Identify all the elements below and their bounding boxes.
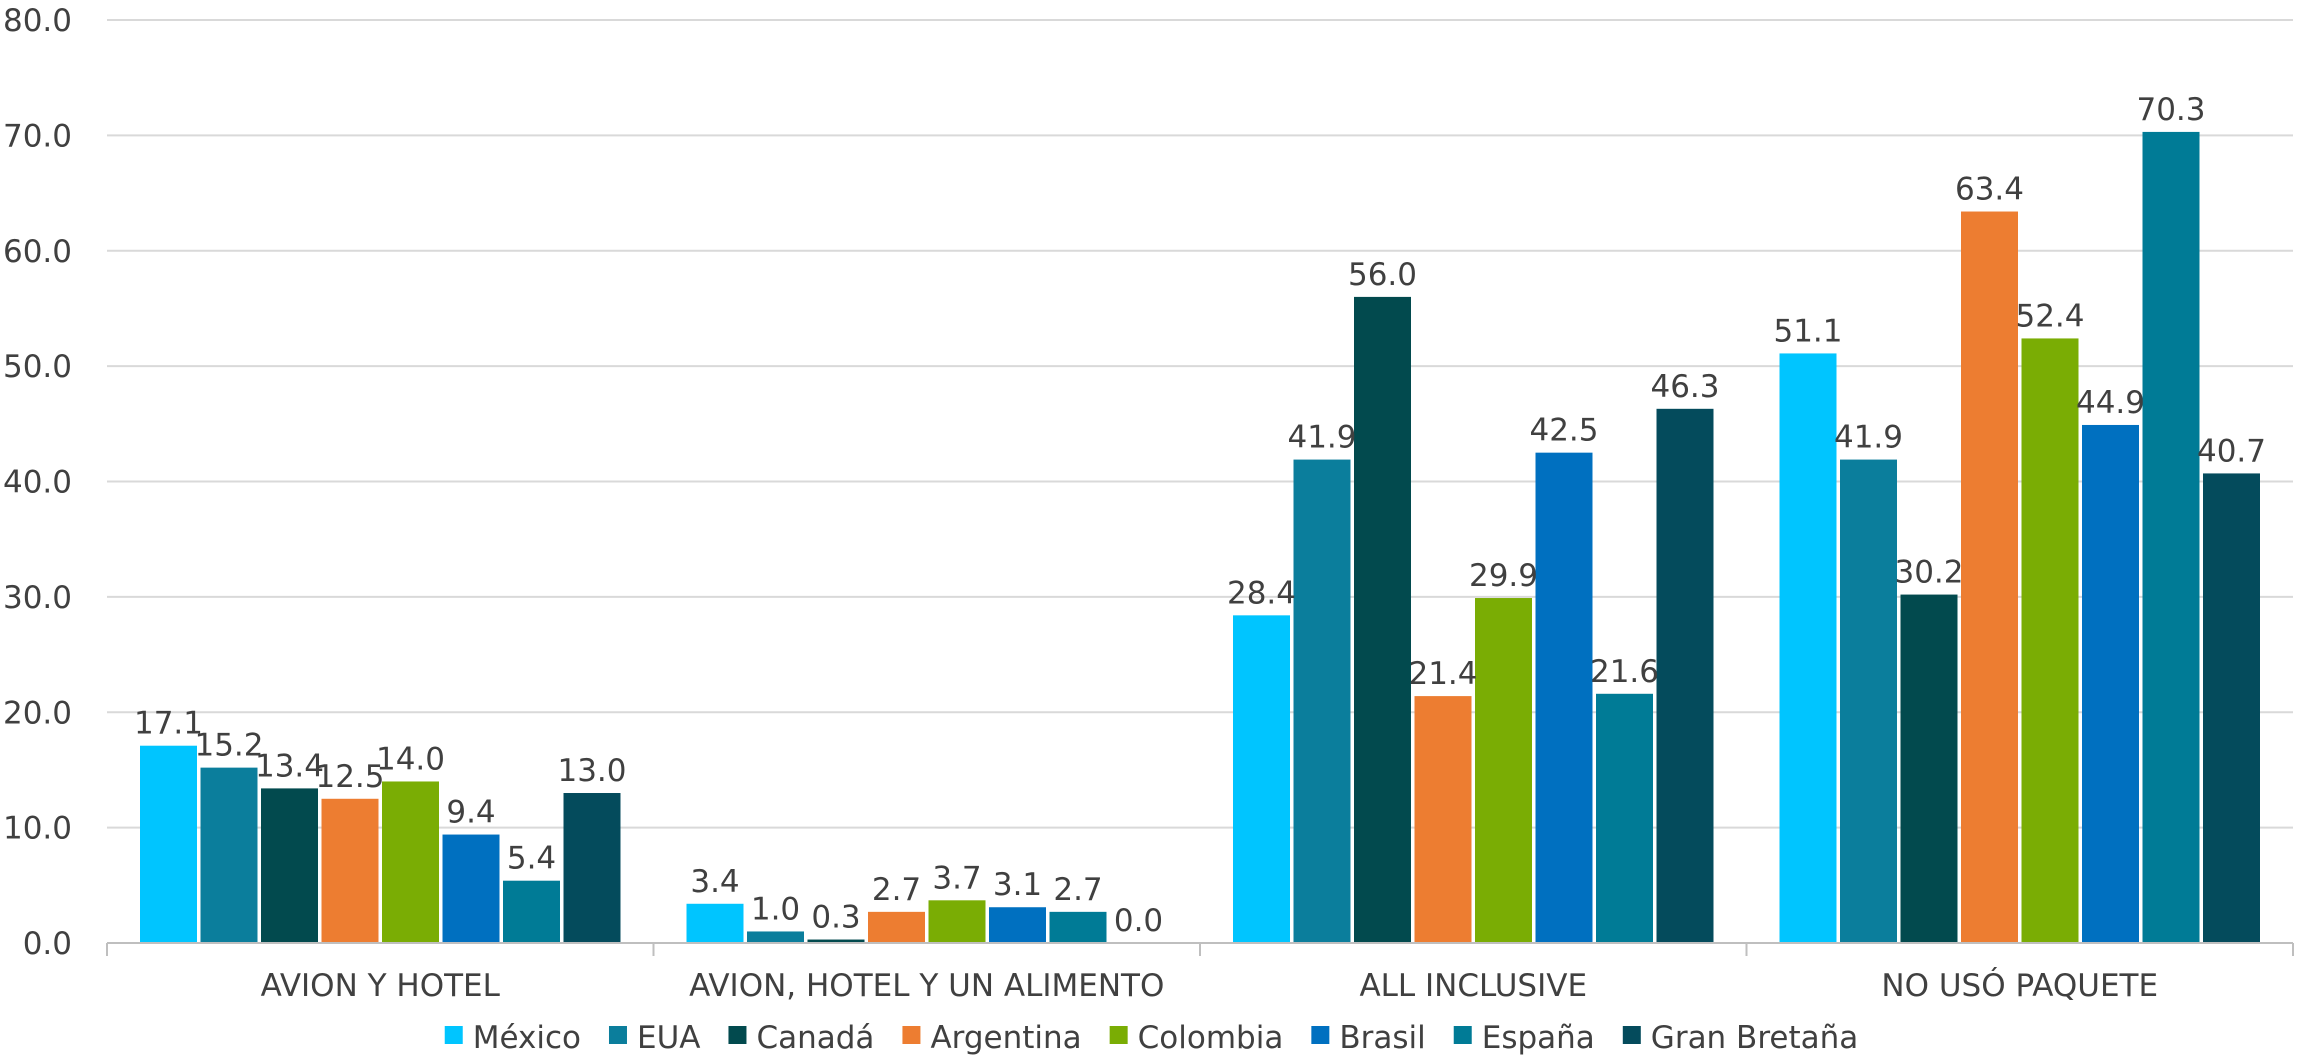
bar bbox=[1293, 459, 1351, 943]
bar bbox=[1900, 594, 1958, 943]
bar bbox=[686, 903, 744, 943]
y-axis: 0.0 10.0 20.0 30.0 40.0 50.0 60.0 70.0 80.0 bbox=[3, 3, 72, 962]
legend-label: Argentina bbox=[930, 1020, 1081, 1056]
data-label: 44.9 bbox=[2076, 385, 2145, 421]
y-tick-label: 20.0 bbox=[3, 695, 72, 731]
bar bbox=[1779, 353, 1837, 944]
legend-swatch bbox=[902, 1026, 921, 1044]
data-label: 41.9 bbox=[1834, 420, 1903, 456]
legend-label: Brasil bbox=[1339, 1020, 1425, 1056]
data-label: 42.5 bbox=[1529, 413, 1598, 449]
y-tick-label: 40.0 bbox=[3, 465, 72, 501]
bar bbox=[140, 745, 197, 943]
bar bbox=[321, 798, 379, 943]
legend-swatch bbox=[608, 1026, 627, 1044]
bar bbox=[1233, 615, 1290, 943]
bar bbox=[1414, 696, 1472, 943]
legend-swatch bbox=[444, 1026, 463, 1044]
bar bbox=[503, 880, 560, 943]
data-label: 17.1 bbox=[134, 706, 203, 742]
data-label: 29.9 bbox=[1469, 558, 1538, 594]
legend-swatch bbox=[1109, 1026, 1128, 1044]
legend-swatch bbox=[728, 1026, 747, 1044]
data-label: 3.4 bbox=[690, 864, 739, 900]
data-label: 41.9 bbox=[1287, 420, 1356, 456]
data-label: 30.2 bbox=[1894, 555, 1963, 591]
bar bbox=[1961, 211, 2018, 943]
data-label: 1.0 bbox=[751, 891, 800, 927]
legend-label: México bbox=[473, 1020, 581, 1056]
bar bbox=[442, 834, 500, 943]
y-tick-label: 10.0 bbox=[3, 811, 72, 847]
data-label: 0.0 bbox=[1114, 903, 1163, 939]
bar bbox=[1596, 693, 1653, 943]
x-category-label: AVION, HOTEL Y UN ALIMENTO bbox=[689, 968, 1164, 1004]
y-tick-label: 0.0 bbox=[23, 926, 72, 962]
x-category-label: ALL INCLUSIVE bbox=[1359, 968, 1587, 1004]
legend-swatch bbox=[1453, 1026, 1472, 1044]
legend-label: Gran Bretaña bbox=[1651, 1020, 1858, 1056]
data-label: 46.3 bbox=[1650, 369, 1719, 405]
data-label: 13.4 bbox=[255, 748, 324, 784]
data-label: 3.7 bbox=[932, 860, 981, 896]
data-label: 70.3 bbox=[2136, 92, 2205, 128]
legend-label: España bbox=[1482, 1020, 1595, 1056]
y-tick-label: 80.0 bbox=[3, 3, 72, 39]
bar bbox=[2203, 473, 2260, 943]
y-tick-label: 30.0 bbox=[3, 580, 72, 616]
gridlines bbox=[107, 19, 2293, 829]
bar bbox=[1535, 452, 1593, 943]
data-label: 52.4 bbox=[2015, 298, 2084, 334]
data-label: 3.1 bbox=[993, 867, 1042, 903]
data-label: 9.4 bbox=[446, 795, 495, 831]
y-tick-label: 50.0 bbox=[3, 349, 72, 385]
data-label: 2.7 bbox=[872, 872, 921, 908]
bar bbox=[989, 907, 1046, 943]
bar bbox=[1354, 296, 1411, 943]
data-label: 15.2 bbox=[194, 728, 263, 764]
bar bbox=[2082, 424, 2139, 943]
data-label: 21.6 bbox=[1590, 654, 1659, 690]
data-label: 2.7 bbox=[1053, 872, 1102, 908]
bar bbox=[928, 900, 986, 943]
bar bbox=[747, 931, 804, 943]
data-label: 40.7 bbox=[2197, 433, 2266, 469]
data-label: 63.4 bbox=[1955, 172, 2024, 208]
legend-swatch bbox=[1622, 1026, 1641, 1044]
bar bbox=[563, 793, 621, 943]
legend-swatch bbox=[1311, 1026, 1330, 1044]
bar bbox=[807, 939, 865, 943]
bar bbox=[261, 788, 318, 943]
y-tick-label: 60.0 bbox=[3, 234, 72, 270]
bar bbox=[2021, 338, 2079, 943]
y-tick-label: 70.0 bbox=[3, 118, 72, 154]
bar bbox=[1475, 598, 1532, 943]
data-label: 21.4 bbox=[1408, 656, 1477, 692]
bar bbox=[2142, 131, 2200, 943]
data-label: 12.5 bbox=[315, 759, 384, 795]
x-category-label: NO USÓ PAQUETE bbox=[1881, 967, 2158, 1004]
bars bbox=[140, 131, 2260, 944]
data-label: 5.4 bbox=[507, 841, 556, 877]
data-label: 0.3 bbox=[811, 900, 860, 936]
bar bbox=[200, 767, 258, 943]
data-label: 51.1 bbox=[1773, 313, 1842, 349]
legend: México EUA Canadá Argentina Colombia Brasil Es… bbox=[444, 1020, 1858, 1056]
data-label: 28.4 bbox=[1227, 575, 1296, 611]
bar bbox=[1840, 459, 1897, 943]
bar bbox=[1656, 408, 1714, 944]
bar bbox=[1049, 911, 1107, 943]
legend-label: EUA bbox=[637, 1020, 700, 1056]
legend-label: Canadá bbox=[756, 1020, 874, 1056]
legend-label: Colombia bbox=[1138, 1020, 1284, 1056]
data-label: 56.0 bbox=[1348, 257, 1417, 293]
data-labels: 17.115.213.412.514.09.4 5.4 13.0 3.4 1.0 0.3 2… bbox=[134, 92, 2266, 939]
data-label: 14.0 bbox=[376, 741, 445, 777]
data-label: 13.0 bbox=[557, 753, 626, 789]
x-category-label: AVION Y HOTEL bbox=[261, 968, 501, 1004]
bar bbox=[868, 911, 925, 943]
bar bbox=[382, 781, 439, 943]
x-axis: AVION Y HOTEL AVION, HOTEL Y UN ALIMENTO A… bbox=[106, 942, 2294, 1004]
